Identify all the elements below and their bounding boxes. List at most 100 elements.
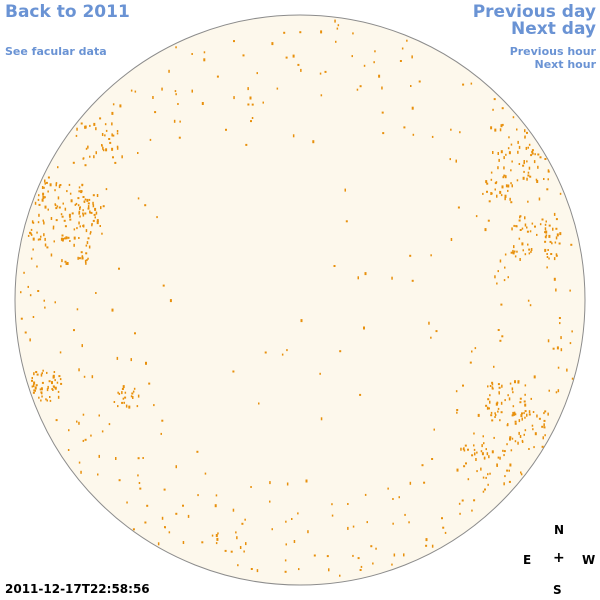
next-day-link[interactable]: Next day xyxy=(511,19,596,39)
facula-dot xyxy=(411,55,413,59)
facula-dot xyxy=(242,54,245,57)
facula-dot xyxy=(108,138,111,140)
facula-dot xyxy=(245,542,247,546)
facula-dot xyxy=(500,303,503,306)
facula-dot xyxy=(137,474,139,477)
facula-dot xyxy=(250,568,253,570)
facula-dot xyxy=(78,237,80,239)
facula-dot xyxy=(112,156,114,159)
facula-dot xyxy=(485,180,488,184)
facula-dot xyxy=(501,123,504,126)
facula-dot xyxy=(526,226,528,229)
facula-dot xyxy=(544,248,547,252)
facula-dot xyxy=(61,234,64,237)
facula-dot xyxy=(506,443,508,446)
facula-dot xyxy=(95,151,97,155)
facula-dot xyxy=(84,438,87,441)
facula-dot xyxy=(481,452,484,456)
facula-dot xyxy=(498,391,500,394)
facula-dot xyxy=(481,444,483,448)
facula-dot xyxy=(364,272,367,276)
facula-dot xyxy=(63,219,66,222)
facula-dot xyxy=(66,190,68,193)
facula-dot xyxy=(474,347,477,350)
facula-dot xyxy=(31,379,33,382)
facula-dot xyxy=(473,499,476,502)
facula-dot xyxy=(334,19,336,23)
facula-dot xyxy=(247,87,249,91)
facula-dot xyxy=(550,253,553,255)
facula-dot xyxy=(168,69,170,73)
facula-dot xyxy=(496,194,498,198)
facula-dot xyxy=(513,412,515,416)
facula-dot xyxy=(232,508,235,512)
facula-dot xyxy=(57,166,59,169)
facula-dot xyxy=(497,166,499,170)
facula-dot xyxy=(559,232,562,236)
facula-dot xyxy=(542,436,544,440)
facula-dot xyxy=(378,74,381,78)
facula-dot xyxy=(91,375,94,379)
facula-dot xyxy=(105,188,108,191)
facula-dot xyxy=(70,199,73,203)
facula-dot xyxy=(497,383,500,386)
facula-dot xyxy=(541,218,544,221)
previous-hour-link[interactable]: Previous hour xyxy=(509,45,596,58)
facula-dot xyxy=(244,518,246,521)
facula-dot xyxy=(196,450,199,453)
facula-dot xyxy=(44,243,47,247)
facula-dot xyxy=(480,467,482,471)
facula-dot xyxy=(500,150,503,154)
facula-dot xyxy=(80,122,83,125)
facula-dot xyxy=(528,143,531,146)
facula-dot xyxy=(514,380,516,384)
facula-dot xyxy=(69,240,71,242)
facula-dot xyxy=(125,404,128,408)
facula-dot xyxy=(336,27,339,30)
facula-dot xyxy=(535,178,538,181)
facula-dot xyxy=(570,243,573,246)
next-hour-link[interactable]: Next hour xyxy=(534,58,597,71)
facula-dot xyxy=(520,414,523,418)
facula-dot xyxy=(49,396,51,398)
facula-dot xyxy=(292,134,295,138)
facula-dot xyxy=(131,392,134,395)
previous-day-link[interactable]: Previous day xyxy=(472,2,596,22)
facula-dot xyxy=(237,564,239,567)
facula-dot xyxy=(134,332,136,335)
facula-dot xyxy=(118,392,121,395)
facula-dot xyxy=(175,465,177,469)
facula-dot xyxy=(518,431,520,435)
facula-dot xyxy=(507,189,509,192)
facula-dot xyxy=(224,549,227,552)
facula-dot xyxy=(64,260,67,263)
facula-dot xyxy=(197,494,199,497)
facula-dot xyxy=(471,350,473,353)
facula-dot xyxy=(499,456,501,460)
facula-dot xyxy=(476,451,478,454)
facula-dot xyxy=(285,543,287,546)
facula-dot xyxy=(53,240,55,243)
facula-dot xyxy=(46,371,48,374)
facula-dot xyxy=(500,411,503,414)
back-to-year-link[interactable]: Back to 2011 xyxy=(5,2,130,22)
facula-dot xyxy=(54,301,56,304)
facula-dot xyxy=(47,208,49,211)
facula-dot xyxy=(490,178,493,181)
facula-dot xyxy=(87,237,90,240)
facula-dot xyxy=(51,381,53,385)
facula-dot xyxy=(500,401,503,405)
facula-dot xyxy=(506,424,509,427)
facula-dot xyxy=(250,120,252,123)
facula-dot xyxy=(552,347,555,350)
compass-south: S xyxy=(553,583,562,597)
facula-dot xyxy=(463,449,466,452)
facula-dot xyxy=(521,417,523,421)
facula-dot xyxy=(115,457,117,460)
see-facular-data-link[interactable]: See facular data xyxy=(5,45,107,58)
facula-dot xyxy=(43,299,45,302)
facula-dot xyxy=(38,213,40,217)
facula-dot xyxy=(491,381,494,384)
facula-dot xyxy=(109,141,112,144)
compass-west: W xyxy=(582,553,596,567)
